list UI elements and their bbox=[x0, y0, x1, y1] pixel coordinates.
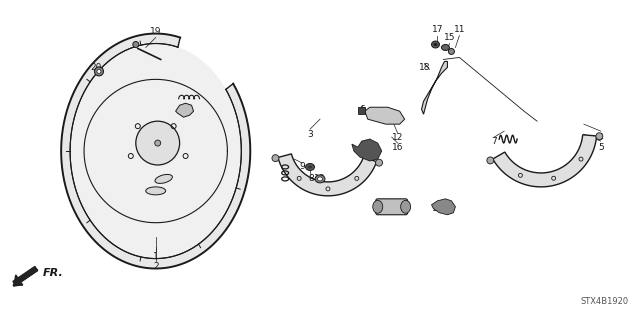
Polygon shape bbox=[365, 107, 404, 124]
Polygon shape bbox=[70, 43, 241, 259]
Text: 3: 3 bbox=[307, 130, 313, 139]
Text: 12: 12 bbox=[392, 133, 403, 142]
Text: 10: 10 bbox=[314, 174, 326, 183]
Ellipse shape bbox=[95, 67, 104, 76]
Text: 4: 4 bbox=[598, 133, 604, 142]
Polygon shape bbox=[431, 199, 456, 215]
Ellipse shape bbox=[155, 140, 161, 146]
Text: 9: 9 bbox=[300, 162, 305, 172]
Ellipse shape bbox=[155, 174, 172, 183]
Ellipse shape bbox=[401, 200, 411, 213]
Text: 2: 2 bbox=[153, 262, 159, 271]
Polygon shape bbox=[13, 266, 38, 286]
Ellipse shape bbox=[487, 157, 494, 164]
Text: 17: 17 bbox=[432, 25, 444, 34]
Ellipse shape bbox=[433, 43, 438, 46]
Text: 7: 7 bbox=[492, 137, 497, 145]
Text: 20: 20 bbox=[90, 63, 102, 72]
FancyBboxPatch shape bbox=[358, 107, 365, 114]
FancyBboxPatch shape bbox=[376, 199, 408, 215]
Ellipse shape bbox=[317, 177, 323, 181]
Text: 16: 16 bbox=[392, 143, 403, 152]
Text: 6: 6 bbox=[359, 105, 365, 114]
Text: 11: 11 bbox=[454, 25, 465, 34]
Ellipse shape bbox=[596, 133, 603, 140]
Text: 13: 13 bbox=[376, 204, 387, 213]
Ellipse shape bbox=[133, 41, 139, 48]
Polygon shape bbox=[422, 62, 447, 114]
Ellipse shape bbox=[442, 45, 449, 50]
Ellipse shape bbox=[308, 166, 312, 168]
Text: 5: 5 bbox=[598, 143, 604, 152]
Polygon shape bbox=[14, 275, 23, 285]
Text: 8: 8 bbox=[308, 174, 314, 183]
Ellipse shape bbox=[305, 163, 314, 170]
Ellipse shape bbox=[372, 200, 383, 213]
Ellipse shape bbox=[449, 48, 454, 55]
Text: 7: 7 bbox=[369, 145, 374, 153]
Ellipse shape bbox=[431, 41, 440, 48]
Polygon shape bbox=[61, 33, 250, 269]
Text: 18: 18 bbox=[419, 63, 430, 72]
Text: 1: 1 bbox=[153, 252, 159, 261]
Text: STX4B1920: STX4B1920 bbox=[580, 297, 628, 306]
Text: 14: 14 bbox=[432, 204, 443, 213]
Polygon shape bbox=[493, 135, 596, 187]
Text: 15: 15 bbox=[444, 33, 455, 42]
Ellipse shape bbox=[315, 175, 325, 183]
Ellipse shape bbox=[272, 155, 279, 162]
Text: 19: 19 bbox=[150, 27, 161, 36]
Polygon shape bbox=[278, 154, 376, 196]
Text: FR.: FR. bbox=[44, 268, 64, 278]
Ellipse shape bbox=[136, 121, 180, 165]
Ellipse shape bbox=[376, 159, 383, 166]
Polygon shape bbox=[352, 139, 381, 161]
Polygon shape bbox=[175, 103, 193, 117]
Ellipse shape bbox=[97, 70, 101, 73]
Ellipse shape bbox=[146, 187, 166, 195]
